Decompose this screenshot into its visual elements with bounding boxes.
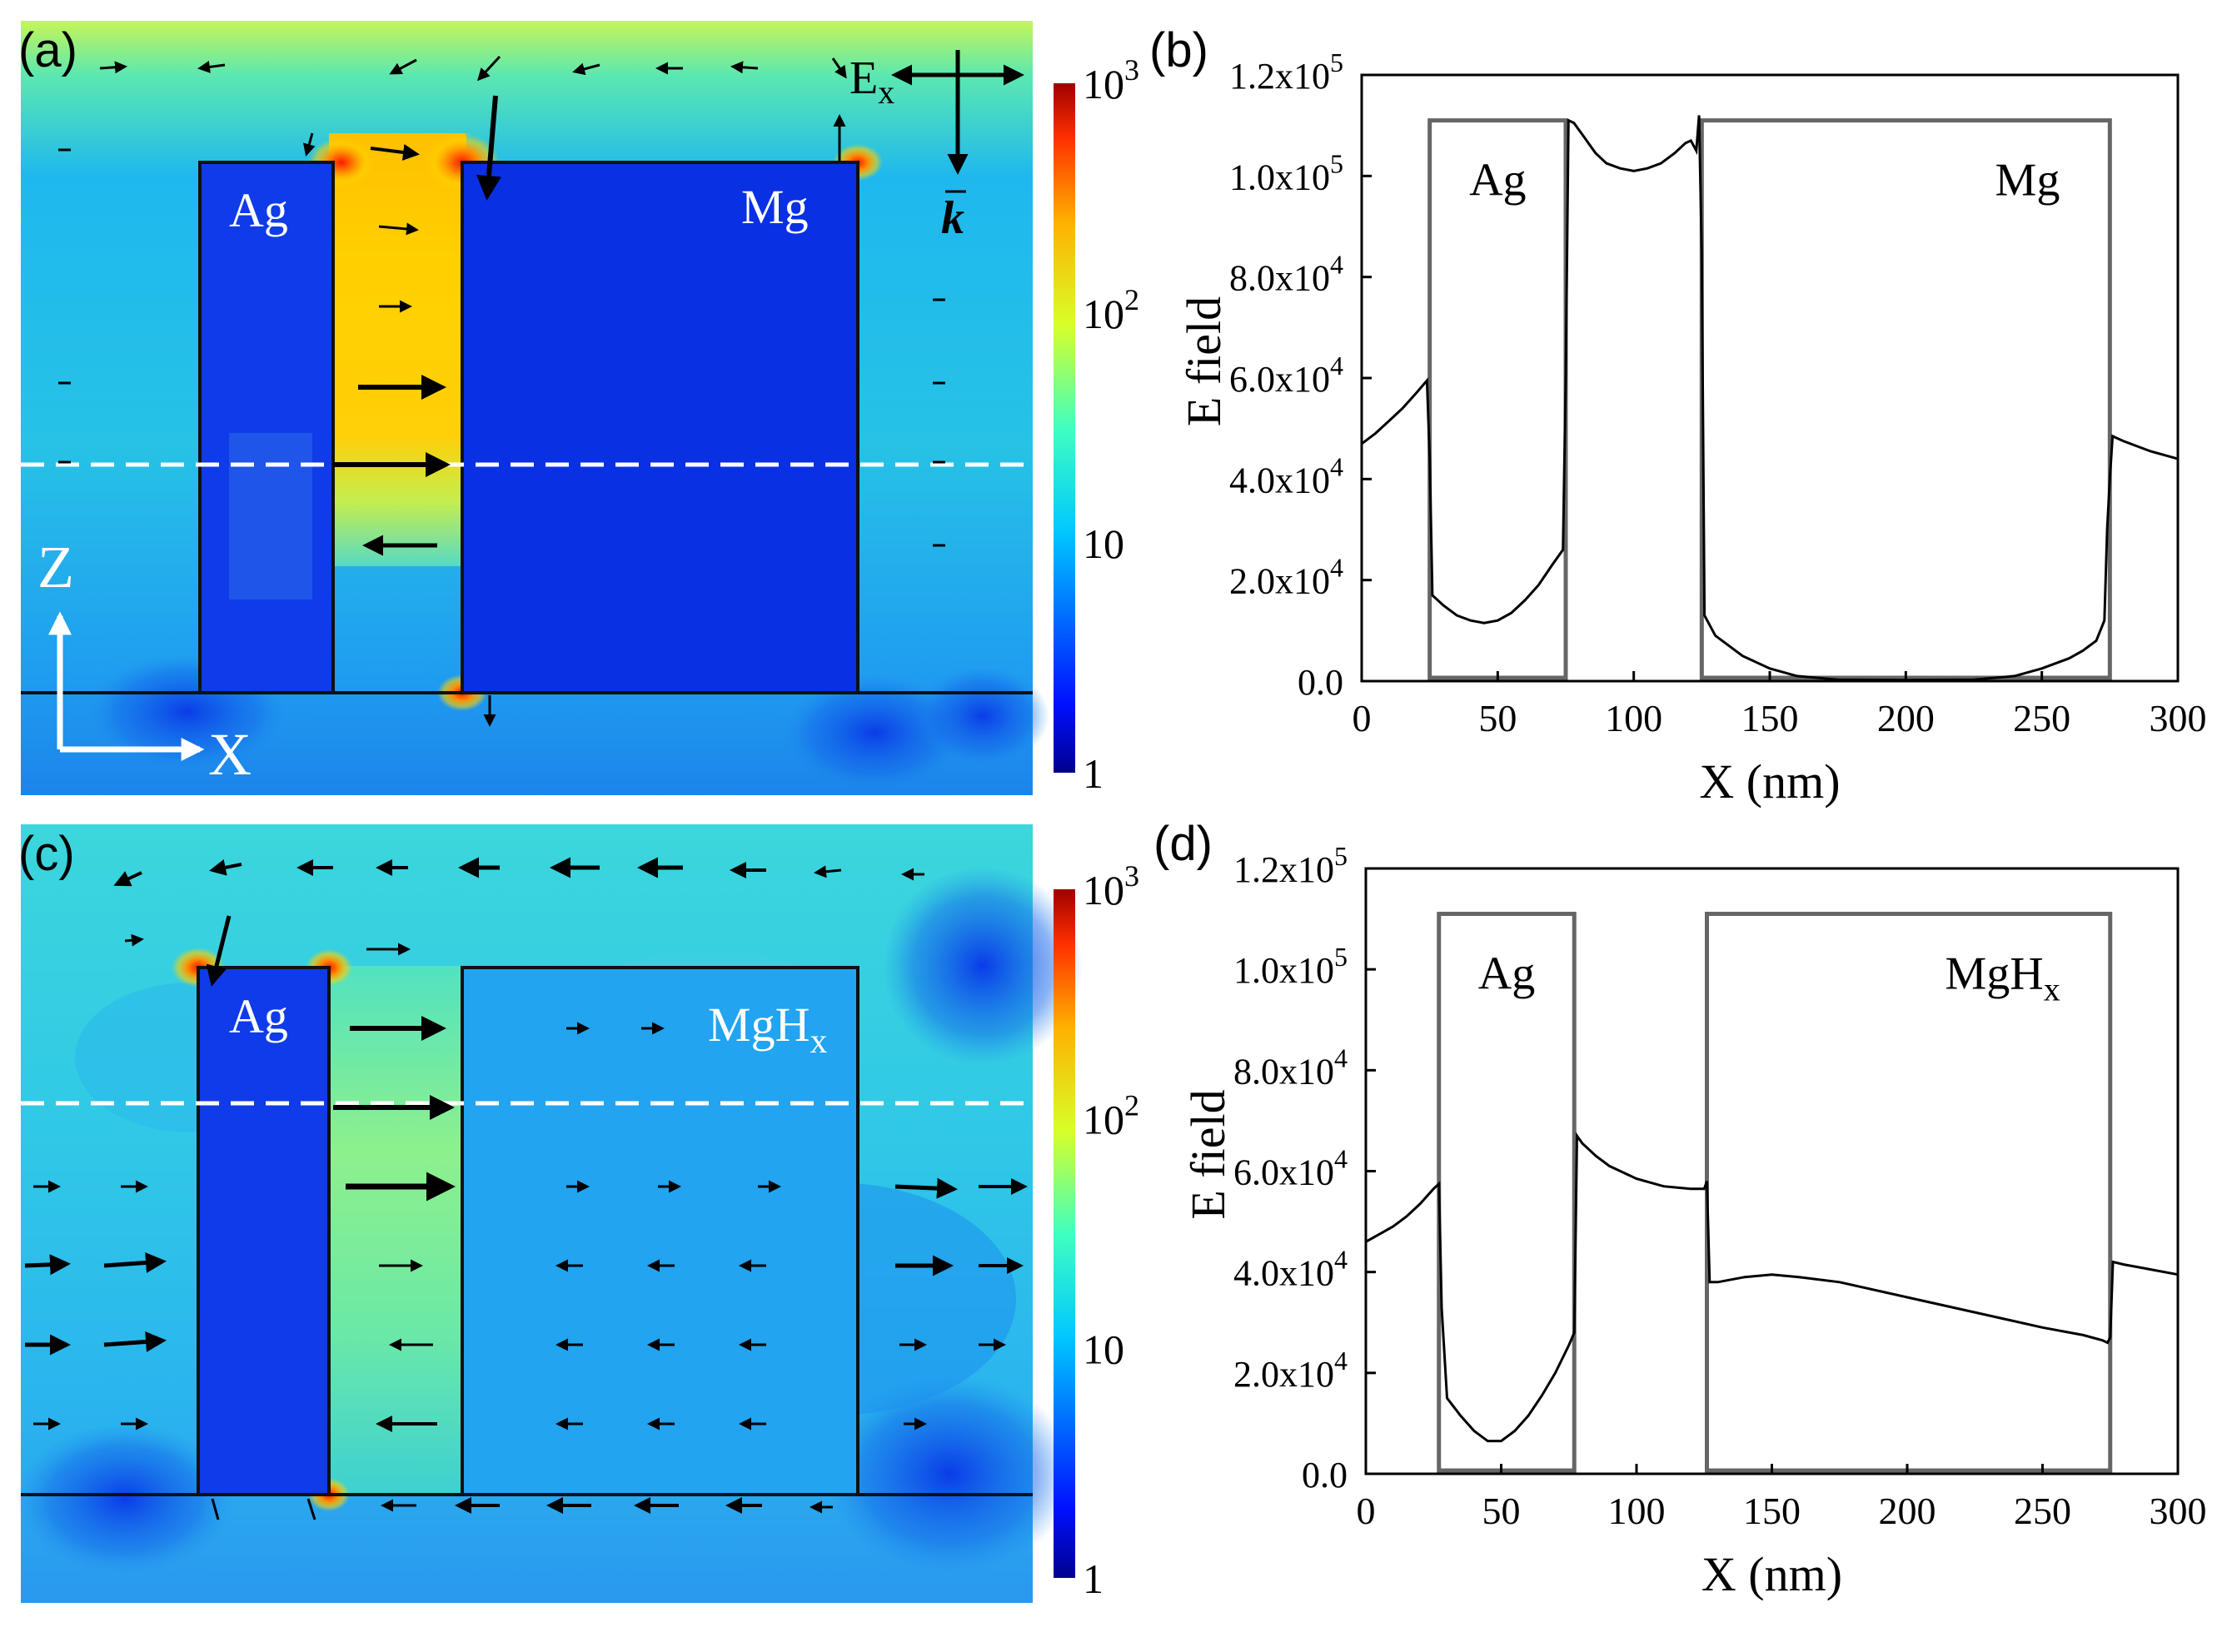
x-tick-label: 300	[2150, 1490, 2207, 1532]
y-tick-label: 0.0	[1302, 1455, 1348, 1495]
x-axis-label: X (nm)	[1701, 1547, 1842, 1601]
region-label: Ag	[1469, 155, 1526, 206]
panel-c-label: (c)	[18, 827, 75, 881]
panel-label: (b)	[1149, 23, 1208, 77]
x-tick-label: 250	[2013, 697, 2070, 739]
colorbar-tick-label: 102	[1083, 283, 1139, 337]
x-tick-label: 0	[1353, 697, 1372, 739]
x-tick-label: 200	[1877, 697, 1935, 739]
y-tick-label: 4.0x104	[1233, 1245, 1348, 1294]
map-a-right-label: Mg	[741, 180, 809, 234]
y-axis-label: E field	[1177, 296, 1231, 426]
y-tick-label: 0.0	[1298, 662, 1343, 703]
colorbar-tick-label: 10	[1083, 520, 1124, 567]
panel-a-label: (a)	[18, 23, 77, 77]
y-tick-label: 6.0x104	[1229, 351, 1343, 400]
region-label: MgHx	[1946, 948, 2060, 1008]
k-vector-label: k	[941, 192, 964, 244]
y-tick-label: 4.0x104	[1229, 451, 1343, 500]
x-tick-label: 50	[1478, 697, 1517, 739]
colorbar-tick-label: 102	[1083, 1089, 1139, 1143]
y-tick-label: 8.0x104	[1233, 1042, 1348, 1092]
y-tick-label: 1.0x105	[1229, 148, 1343, 197]
map-c-left-label: Ag	[229, 989, 288, 1043]
line-plot-d: Ag MgHx 0 50 100 150 200 250 300 0.0 2.0x104 4.0x10…	[1153, 817, 2207, 1601]
x-axis-indicator-label: X	[208, 721, 252, 788]
y-tick-label: 1.0x105	[1233, 942, 1348, 991]
panel-label: (d)	[1153, 817, 1213, 871]
x-tick-label: 150	[1743, 1490, 1801, 1532]
map-c-right-label: MgH	[708, 998, 810, 1052]
colorbar-tick-label: 10	[1083, 1326, 1124, 1372]
x-tick-label: 250	[2014, 1490, 2071, 1532]
x-tick-label: 300	[2150, 697, 2207, 739]
map-a-left-label: Ag	[229, 183, 288, 237]
line-plot-b: Ag Mg 0 50 100 150 200 250 300 0.0 2.0x104 4.0x104 6…	[1149, 23, 2207, 809]
colorbar-tick-label: 1	[1083, 1555, 1104, 1602]
y-tick-label: 6.0x104	[1233, 1144, 1348, 1193]
y-tick-label: 1.2x105	[1233, 841, 1348, 890]
svg-text:MgHx: MgHx	[708, 998, 827, 1061]
region-label: Mg	[1995, 155, 2060, 206]
x-tick-label: 100	[1605, 697, 1662, 739]
series-line	[1361, 115, 2179, 682]
e-field-subscript: x	[878, 73, 894, 111]
y-tick-label: 1.2x105	[1229, 47, 1343, 97]
x-tick-label: 150	[1741, 697, 1799, 739]
field-map-a: Ex k Ag Mg Z X (a)	[18, 21, 1049, 795]
colorbar-tick-label: 103	[1083, 859, 1139, 913]
map-c-right-subscript: x	[810, 1023, 827, 1061]
e-field-symbol: E	[849, 52, 878, 104]
colorbar-tick-label: 103	[1083, 53, 1139, 107]
y-tick-label: 8.0x104	[1229, 250, 1343, 299]
y-axis-label: E field	[1181, 1089, 1235, 1219]
x-tick-label: 0	[1357, 1490, 1376, 1532]
y-tick-label: 2.0x104	[1233, 1346, 1348, 1395]
region-label: Ag	[1478, 948, 1535, 1000]
y-tick-label: 2.0x104	[1229, 553, 1343, 602]
x-tick-label: 200	[1879, 1490, 1936, 1532]
x-axis-label: X (nm)	[1699, 754, 1840, 809]
colorbar-tick-label: 1	[1083, 750, 1104, 797]
x-tick-label: 100	[1608, 1490, 1666, 1532]
svg-text:Ex: Ex	[849, 52, 894, 111]
z-axis-label: Z	[37, 534, 74, 600]
x-tick-label: 50	[1482, 1490, 1521, 1532]
field-map-c: Ag MgHx (c)	[17, 824, 1083, 1603]
series-line	[1365, 1132, 2179, 1443]
